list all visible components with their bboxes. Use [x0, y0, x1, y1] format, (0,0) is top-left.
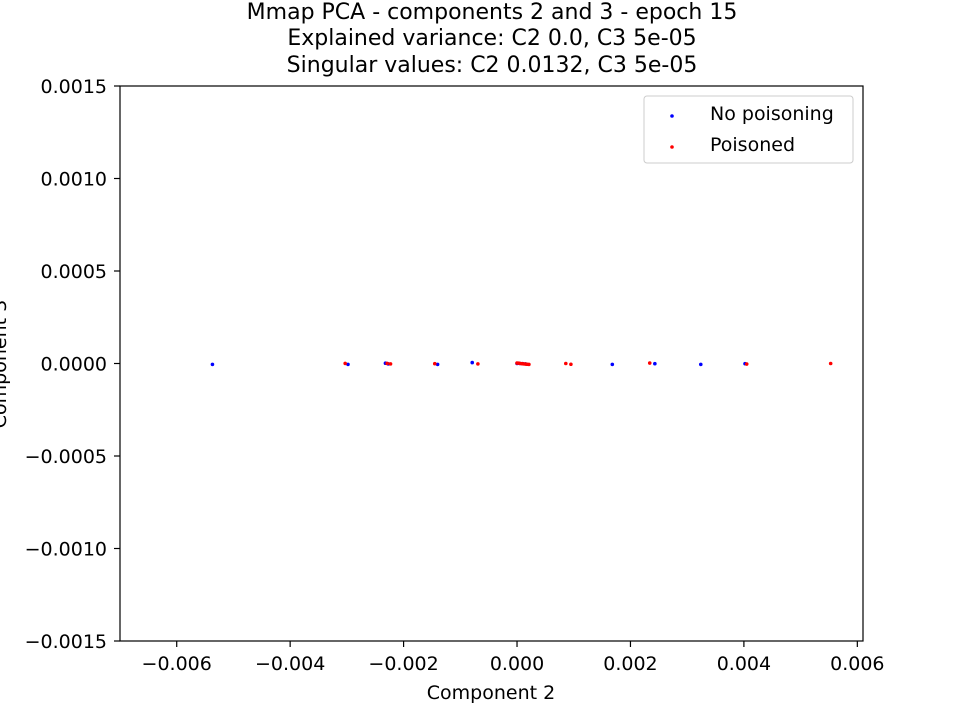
x-axis-label: Component 2: [427, 682, 555, 704]
point-poisoned-1: [385, 361, 389, 366]
chart-title-line-1: Mmap PCA - components 2 and 3 - epoch 15: [246, 0, 738, 25]
y-tick-label: −0.0005: [25, 446, 107, 468]
point-poisoned-17: [828, 361, 833, 366]
y-tick-label: 0.0015: [41, 76, 107, 98]
legend-box: [643, 95, 854, 164]
x-tick-label: −0.004: [255, 653, 325, 675]
point-no-poisoning-4: [435, 362, 440, 367]
x-tick-label: −0.002: [368, 653, 438, 675]
x-tick-label: 0.006: [830, 653, 884, 675]
chart-title-line-2: Explained variance: C2 0.0, C3 5e-05: [287, 26, 697, 51]
x-tick-label: 0.002: [603, 653, 657, 675]
point-poisoned-13: [564, 361, 568, 366]
point-no-poisoning-12: [698, 362, 703, 367]
x-tick-label: −0.006: [142, 653, 212, 675]
y-axis-label: Component 3: [0, 300, 11, 428]
x-axis-ticks: −0.006 −0.004 −0.002 0.000 0.002 0.004 0.006: [142, 641, 885, 675]
point-no-poisoning-1: [346, 362, 350, 367]
y-axis-ticks: 0.0015 0.0010 0.0005 0.0000 −0.0005 −0.0010 −0…: [25, 76, 120, 653]
point-poisoned-0: [343, 361, 347, 366]
x-tick-label: 0.000: [490, 653, 544, 675]
legend: No poisoning Poisoned: [643, 95, 854, 164]
points-layer: [210, 360, 833, 367]
point-poisoned-14: [569, 362, 573, 367]
y-tick-label: −0.0010: [25, 539, 107, 561]
x-tick-label: 0.004: [717, 653, 771, 675]
legend-marker-poisoned: [670, 145, 674, 149]
point-no-poisoning-11: [653, 361, 657, 366]
point-poisoned-15: [647, 361, 652, 365]
point-poisoned-3: [432, 361, 437, 366]
point-no-poisoning-5: [470, 360, 475, 365]
y-tick-label: −0.0015: [25, 631, 107, 653]
y-tick-label: 0.0005: [41, 261, 107, 283]
point-poisoned-2: [388, 362, 393, 366]
chart-title-line-3: Singular values: C2 0.0132, C3 5e-05: [286, 53, 698, 78]
point-poisoned-12: [527, 362, 531, 367]
legend-marker-no-poisoning: [670, 114, 674, 118]
y-tick-label: 0.0010: [41, 169, 107, 191]
point-poisoned-4: [476, 362, 480, 366]
y-tick-label: 0.0000: [41, 354, 107, 376]
point-no-poisoning-10: [610, 362, 615, 367]
legend-label-poisoned: Poisoned: [710, 134, 795, 156]
point-poisoned-16: [744, 362, 749, 366]
point-no-poisoning-0: [210, 362, 215, 367]
legend-label-no-poisoning: No poisoning: [710, 103, 834, 125]
plot-frame: [119, 85, 864, 642]
